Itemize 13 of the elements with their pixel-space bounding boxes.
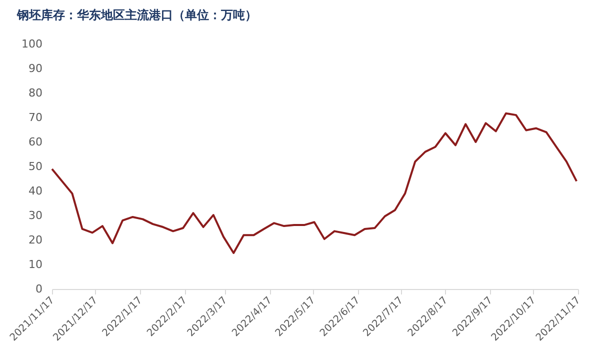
y-tick-label: 60 xyxy=(28,136,42,148)
y-tick-label: 20 xyxy=(28,234,42,246)
y-tick-label: 50 xyxy=(28,160,42,173)
y-tick-label: 30 xyxy=(28,209,42,222)
y-tick-label: 90 xyxy=(28,62,42,75)
y-tick-label: 40 xyxy=(28,184,42,198)
y-tick-label: 70 xyxy=(28,111,42,124)
y-tick-label: 100 xyxy=(22,38,42,50)
chart-title: 钢坯库存：华东地区主流港口（单位：万吨） xyxy=(16,8,257,22)
y-tick-label: 10 xyxy=(28,258,42,271)
y-tick-label: 0 xyxy=(36,282,42,296)
line-series xyxy=(51,112,578,254)
y-tick-label: 80 xyxy=(28,86,42,100)
